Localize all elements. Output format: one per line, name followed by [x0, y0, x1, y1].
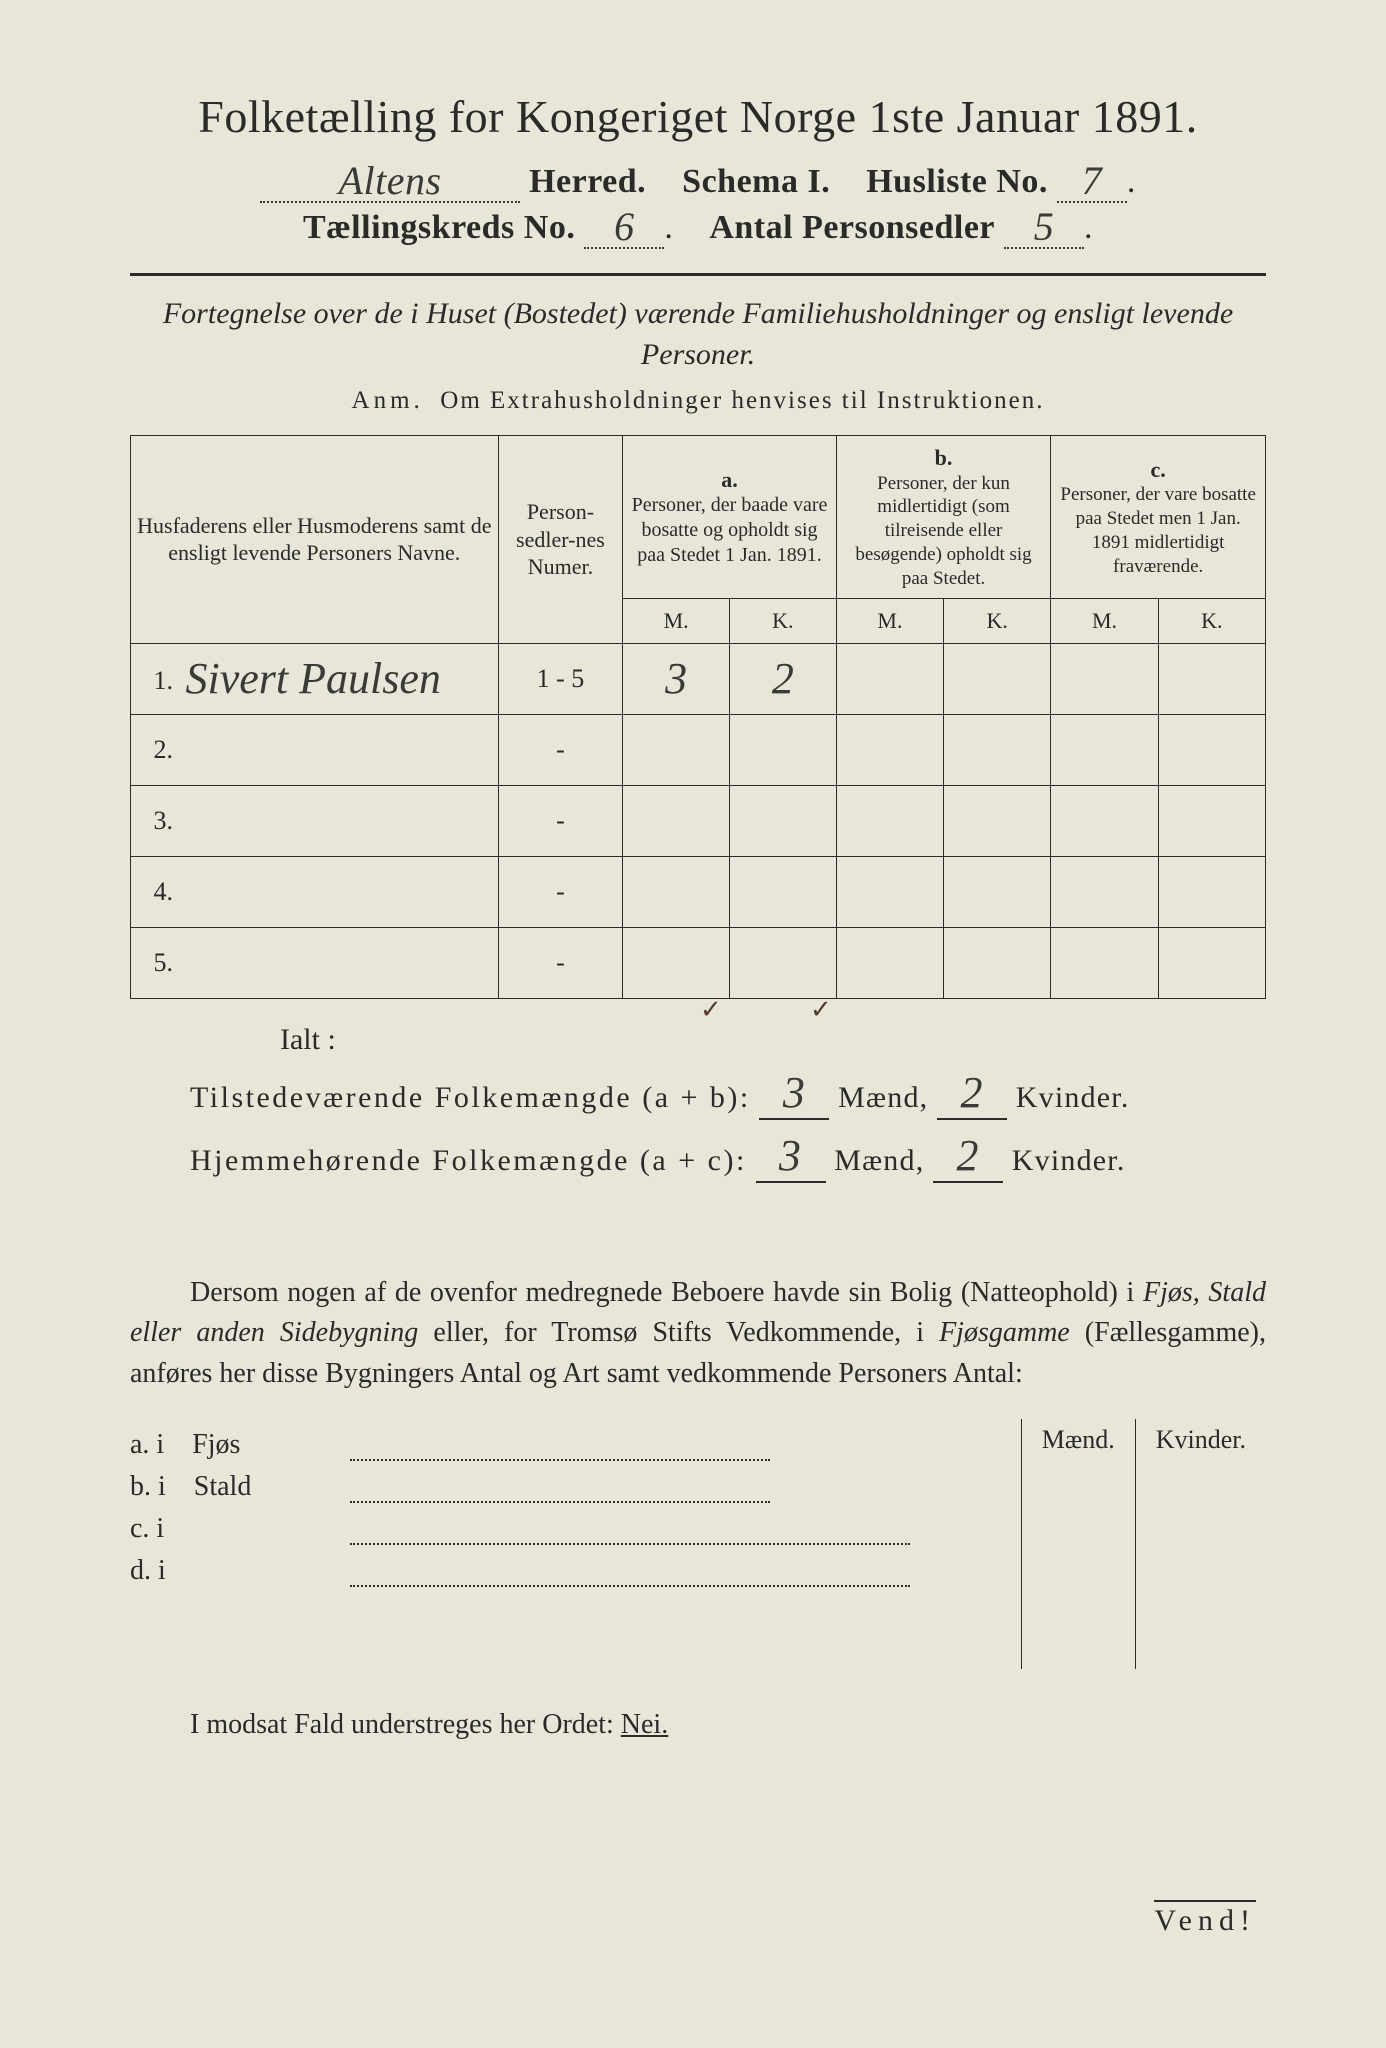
th-b-m: M.: [836, 599, 943, 644]
th-a-m: M.: [623, 599, 730, 644]
table-row: 3. -: [131, 785, 1266, 856]
th-num: Person-sedler-nes Numer.: [498, 436, 623, 644]
ialt-label: Ialt :: [280, 1023, 1266, 1057]
sidebuilding-paragraph: Dersom nogen af de ovenfor medregnede Be…: [130, 1273, 1266, 1395]
antal-value: 5: [1034, 215, 1055, 239]
census-form-page: Folketælling for Kongeriget Norge 1ste J…: [0, 0, 1386, 2048]
closing-line: I modsat Fald understreges her Ordet: Ne…: [130, 1709, 1266, 1741]
kreds-label: Tællingskreds No.: [303, 209, 575, 246]
th-b-k: K.: [944, 599, 1051, 644]
total1-m: 3: [783, 1068, 806, 1117]
tick-a-k: ✓: [810, 995, 832, 1025]
table-row: 4. -: [131, 856, 1266, 927]
anm-text: Om Extrahusholdninger henvises til Instr…: [440, 387, 1044, 414]
sidebuilding-mk-table: Mænd. Kvinder.: [1021, 1419, 1266, 1669]
header-line-3: Tællingskreds No. 6. Antal Personsedler …: [130, 209, 1266, 249]
sidebuilding-row: a. i Fjøs: [130, 1429, 1001, 1461]
tick-a-m: ✓: [700, 995, 722, 1025]
sidebuilding-row: c. i: [130, 1513, 1001, 1545]
totals-line-1: Tilstedeværende Folkemængde (a + b): 3 M…: [190, 1067, 1266, 1120]
page-title: Folketælling for Kongeriget Norge 1ste J…: [130, 90, 1266, 143]
totals-line-2: Hjemmehørende Folkemængde (a + c): 3 Mæn…: [190, 1130, 1266, 1183]
subtitle: Fortegnelse over de i Huset (Bostedet) v…: [130, 294, 1266, 375]
divider: [130, 273, 1266, 276]
th-name: Husfaderens eller Husmoderens samt de en…: [131, 436, 499, 644]
nei: Nei.: [621, 1709, 668, 1740]
total2-k: 2: [956, 1131, 979, 1180]
total2-m: 3: [779, 1131, 802, 1180]
th-c: c. Personer, der vare bosatte paa Stedet…: [1051, 436, 1266, 599]
anm-label: Anm.: [352, 387, 424, 414]
anm-line: Anm. Om Extrahusholdninger henvises til …: [130, 387, 1266, 415]
husliste-value: 7: [1082, 169, 1103, 193]
th-c-m: M.: [1051, 599, 1158, 644]
sidebuilding-block: a. i Fjøs b. i Stald c. i d. i Mænd. Kvind…: [130, 1419, 1266, 1669]
header-line-2: Altens Herred. Schema I. Husliste No. 7.: [130, 163, 1266, 203]
sidebuilding-row: d. i: [130, 1555, 1001, 1587]
schema-label: Schema I.: [682, 163, 830, 200]
th-b: b. Personer, der kun midlertidigt (som t…: [836, 436, 1051, 599]
antal-label: Antal Personsedler: [709, 209, 995, 246]
th-a-k: K.: [730, 599, 837, 644]
sb-kvinder: Kvinder.: [1135, 1419, 1266, 1461]
sidebuilding-row: b. i Stald: [130, 1471, 1001, 1503]
table-row: 1. Sivert Paulsen1 - 532: [131, 643, 1266, 714]
herred-label: Herred.: [529, 163, 646, 200]
herred-value: Altens: [339, 169, 442, 193]
vend-label: Vend!: [1154, 1900, 1256, 1938]
total1-k: 2: [960, 1068, 983, 1117]
sb-maend: Mænd.: [1021, 1419, 1135, 1461]
th-a: a. Personer, der baade vare bosatte og o…: [623, 436, 837, 599]
table-row: 2. -: [131, 714, 1266, 785]
th-c-k: K.: [1158, 599, 1265, 644]
kreds-value: 6: [614, 215, 635, 239]
husliste-label: Husliste No.: [866, 163, 1048, 200]
households-table: Husfaderens eller Husmoderens samt de en…: [130, 435, 1266, 999]
table-row: 5. -: [131, 927, 1266, 998]
